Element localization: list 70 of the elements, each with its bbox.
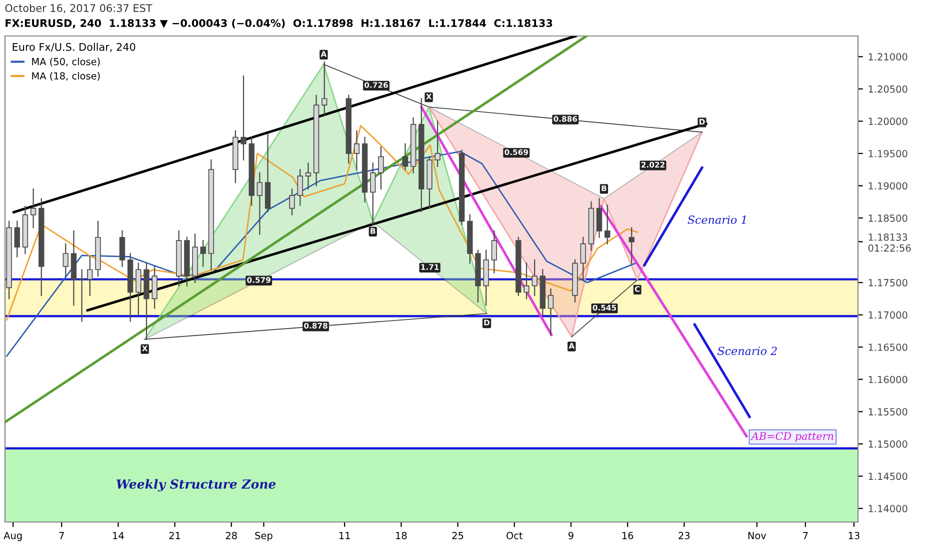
y-tick-label: 1.16500 (868, 344, 908, 351)
y-tick-label: 1.14000 (868, 504, 908, 512)
candlestick (434, 120, 440, 167)
y-tick-label: 1.20000 (868, 118, 908, 126)
y-tick-label: 1.14500 (868, 472, 908, 480)
candlestick (354, 130, 360, 170)
annotation: Scenario 2 (718, 346, 777, 356)
candlestick (256, 172, 263, 235)
legend-label: MA (50, close) (32, 58, 100, 66)
x-tick-label: Aug (4, 532, 22, 542)
candlestick (378, 146, 384, 190)
x-tick-label: 14 (113, 532, 124, 540)
x-tick-label: Sep (255, 532, 272, 542)
candlestick (119, 230, 126, 267)
candlestick (628, 227, 634, 264)
candlestick (87, 256, 93, 296)
candlestick (297, 169, 303, 206)
x-tick-label: 9 (568, 532, 574, 540)
x-tick-label: 21 (169, 532, 180, 540)
candlestick (548, 288, 554, 336)
y-tick-label: 1.17500 (868, 279, 908, 286)
y-tick-label: 1.16000 (868, 376, 908, 384)
line-series (144, 64, 488, 340)
y-tick-label: 1.15500 (868, 408, 908, 416)
x-tick-label: 23 (678, 532, 690, 540)
candlestick (604, 204, 610, 244)
y-tick-label: 1.18133 01:22:56 (868, 233, 911, 252)
legend-title: Euro Fx/U.S. Dollar, 240 (12, 42, 136, 52)
candlestick (524, 262, 530, 300)
chart-subtitle: October 16, 2017 06:37 EST (5, 4, 152, 14)
x-tick-label: Oct (506, 532, 523, 540)
candlestick (240, 75, 246, 160)
candlestick (62, 243, 68, 277)
x-tick-label: 16 (622, 532, 634, 540)
chart-title: FX:EURUSD, 240 1.18133 ▼ −0.00043 (−0.04%) O:1.17898 H:1.18167 L:1.17844 C:1.18133 (6, 18, 552, 28)
x-tick-label: 18 (396, 532, 407, 540)
y-tick-label: 1.19000 (868, 182, 908, 190)
y-tick-label: 1.15000 (868, 440, 908, 448)
candlestick (596, 198, 602, 238)
x-tick-label: 7 (59, 532, 64, 540)
candlestick (152, 266, 158, 309)
candlestick (491, 230, 498, 274)
candlestick (289, 188, 295, 216)
candlestick (322, 61, 328, 116)
x-tick-label: 7 (803, 532, 808, 540)
x-tick-label: 13 (848, 532, 860, 540)
annotation: Scenario 1 (688, 216, 746, 224)
candlestick (402, 143, 408, 170)
band-label: Weekly Structure Zone (116, 479, 276, 492)
y-tick-label: 1.17000 (868, 311, 908, 319)
x-tick-label: 25 (452, 532, 464, 540)
y-tick-label: 1.19500 (868, 150, 908, 158)
annotation: AB=CD pattern (750, 432, 834, 442)
candlestick (14, 220, 20, 258)
y-tick-label: 1.18500 (868, 214, 908, 222)
x-tick-label: Nov (748, 532, 766, 540)
candlestick (580, 236, 586, 280)
candlestick (305, 162, 312, 190)
candlestick (200, 240, 206, 267)
legend-label: MA (18, close) (32, 72, 100, 81)
y-tick-label: 1.20500 (868, 85, 908, 93)
x-tick-label: 28 (226, 532, 237, 540)
y-tick-label: 1.21000 (868, 53, 908, 60)
x-tick-label: 11 (339, 532, 350, 540)
candlestick (30, 188, 36, 228)
candlestick (136, 262, 142, 316)
line-series (6, 150, 636, 357)
candlestick (532, 259, 538, 296)
candlestick (370, 162, 376, 226)
line-series (6, 125, 638, 321)
